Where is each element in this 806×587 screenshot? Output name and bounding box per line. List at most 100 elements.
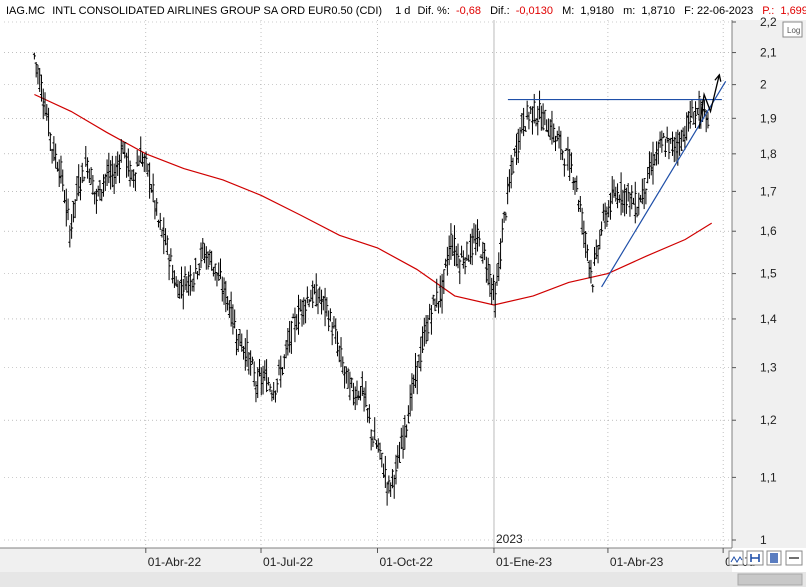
ohlc-bar [617,194,621,203]
ohlc-bar [633,181,637,224]
ohlc-bar [594,239,598,260]
ohlc-bar [335,331,339,357]
ohlc-bar [447,235,451,266]
ohlc-bar [405,424,409,438]
x-tick-label: 01-Oct-22 [379,555,433,569]
ohlc-bar [320,289,324,315]
ohlc-bar [183,266,187,291]
ohlc-bar [665,126,669,143]
ohlc-bar [146,163,150,177]
ohlc-bar [523,126,527,132]
ohlc-bar [289,320,293,354]
y-tick-label: 2,2 [760,15,777,29]
ohlc-bar [476,219,480,252]
ohlc-bar [596,244,600,264]
ohlc-bar [194,257,198,274]
ohlc-bar [141,152,145,167]
ohlc-bar [174,276,178,287]
ohlc-bar [621,189,625,213]
ohlc-bar [474,224,478,256]
ohlc-bar [373,417,377,441]
ohlc-bar [32,52,36,60]
ohlc-bar [630,185,634,210]
ohlc-bar [392,474,396,499]
print-button[interactable] [746,550,764,566]
ohlc-bar [181,278,185,310]
ohlc-bar [240,333,244,352]
expand-button[interactable] [785,550,803,566]
log-scale-button[interactable]: Log [782,21,803,38]
y-tick-label: 1,8 [760,147,777,161]
ohlc-bar [156,219,160,228]
ohlc-bar [167,253,171,281]
ohlc-bar [568,148,572,181]
ohlc-bar [286,328,290,356]
ohlc-bar [488,264,492,297]
header-dif-value: -0,0130 [516,5,553,17]
ohlc-bar [569,152,573,173]
ohlc-bar [451,234,455,257]
ohlc-bar [344,366,348,384]
ohlc-bar [275,378,279,393]
ohlc-bar [660,130,664,153]
y-tick-label: 1,6 [760,224,777,238]
ohlc-bar [364,381,368,408]
ohlc-bar [298,299,302,312]
ohlc-bar [162,217,166,255]
ohlc-bar [624,187,628,214]
ohlc-bar [236,333,240,353]
ohlc-bar [160,229,164,238]
ohlc-bar [548,119,552,141]
ohlc-bar [515,133,519,165]
zoom-wave-button[interactable] [728,550,744,566]
projection-arrow [698,74,720,129]
ohlc-bar [242,346,246,360]
ohlc-bar [389,482,393,498]
ohlc-bar [204,246,208,270]
svg-text:IAG.MC INTL CONSOLIDATED: IAG.MC INTL CONSOLIDATED AIRLINES GROUP … [6,5,806,17]
ohlc-bar [348,371,352,401]
header-name: INTL CONSOLIDATED AIRLINES GROUP SA ORD … [52,5,382,17]
ohlc-bar [293,307,297,343]
ohlc-bar [435,278,439,308]
ohlc-bar [137,155,141,166]
ohlc-bar [211,266,215,277]
ohlc-bar [495,263,499,286]
ohlc-bar [449,223,453,260]
ohlc-bar [479,254,483,259]
ohlc-bar [607,200,611,218]
ohlc-bar [279,355,283,388]
ohlc-bar [534,118,538,127]
ohlc-bar [623,184,627,217]
x-tick-label: 01-Jul-22 [263,555,313,569]
ohlc-bar [59,155,63,184]
ohlc-bar [171,264,175,284]
ohlc-bar [261,365,265,395]
ohlc-bar [670,131,674,156]
ohlc-bar [327,310,331,332]
ohlc-bar [343,366,347,389]
print-icon [750,554,760,562]
scrollbar-thumb[interactable] [737,573,803,586]
log-button-frame [782,21,803,38]
save-button[interactable] [766,550,782,566]
ohlc-bar [484,256,488,283]
ohlc-bar [678,131,682,156]
ohlc-bar [686,111,690,132]
ohlc-bar [57,159,61,188]
horizontal-scrollbar[interactable] [0,572,806,587]
ohlc-bar [385,482,389,506]
ohlc-bar [337,345,341,363]
ohlc-bar [139,136,143,163]
ohlc-bar [180,266,184,299]
ohlc-bar [75,175,79,201]
y-axis-ticks: 1 1,1 1,2 1,3 1,4 1,5 1,6 1,7 1,8 1,9 2 2,1 2,2 [732,15,777,547]
ohlc-bar [123,142,127,159]
ohlc-bar [658,131,662,148]
ohlc-bar [50,148,54,164]
ohlc-bar [507,169,511,193]
ohlc-bar [499,238,503,270]
ohlc-bar [110,155,114,188]
ohlc-bar [190,279,194,292]
